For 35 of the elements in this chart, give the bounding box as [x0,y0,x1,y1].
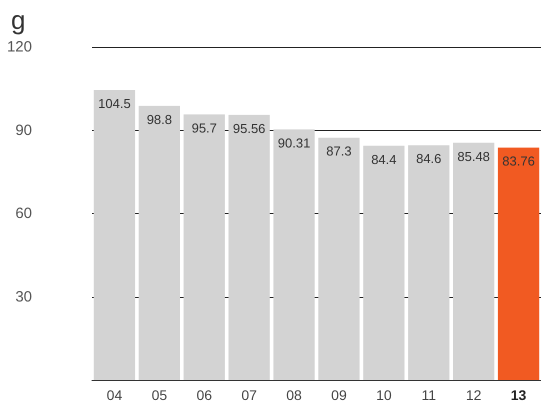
bar [138,106,180,380]
bar [363,146,405,380]
x-tick-label: 13 [510,387,527,402]
data-label: 90.31 [278,135,310,150]
bar [452,142,494,380]
bar [318,138,360,380]
x-tick-label: 06 [196,387,212,402]
y-tick-label: 60 [15,205,32,222]
data-label: 85.48 [457,148,490,164]
bar [498,148,540,380]
x-tick-label: 10 [376,387,392,402]
data-label: 98.8 [146,112,172,127]
bar [184,114,225,380]
y-tick-label: 90 [15,122,32,139]
data-label: 95.7 [192,120,217,136]
x-tick-label: 04 [106,387,122,402]
x-tick-label: 11 [421,387,436,402]
y-tick-label: 120 [6,38,32,56]
data-label: 95.56 [232,120,266,136]
data-label: 83.76 [502,154,535,169]
x-tick-label: 07 [241,387,258,402]
y-axis-title: g [11,5,26,35]
y-tick-label: 30 [15,288,32,306]
bar [94,90,136,380]
data-label: 84.6 [416,151,442,166]
data-label: 87.3 [326,144,352,159]
bar [273,129,315,380]
x-tick-label: 08 [286,387,302,402]
x-tick-label: 12 [466,387,482,402]
bar [408,145,450,380]
x-tick-label: 09 [331,387,347,402]
data-label: 104.5 [98,96,131,112]
bar [228,114,270,380]
data-label: 84.4 [371,152,397,167]
x-tick-label: 05 [152,387,168,402]
